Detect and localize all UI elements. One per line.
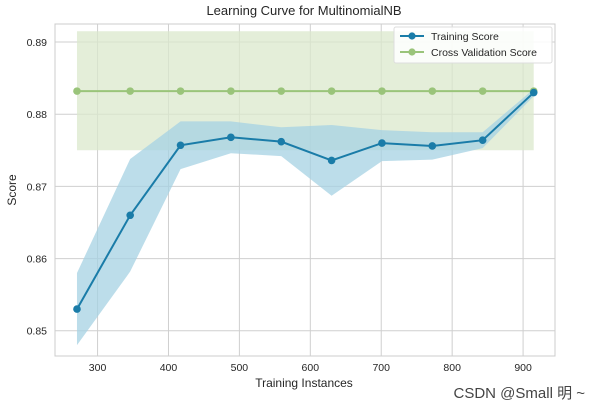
legend: Training Score Cross Validation Score	[393, 26, 553, 64]
cv-point	[378, 87, 386, 95]
training-point	[277, 137, 286, 146]
band-training	[76, 88, 534, 346]
y-tick-label: 0.85	[27, 326, 48, 338]
training-point	[227, 133, 235, 142]
series-lines	[76, 90, 535, 310]
x-tick-label: 600	[302, 362, 320, 374]
training-point	[176, 141, 185, 150]
legend-label-cv: Cross Validation Score	[431, 47, 537, 59]
training-point	[126, 211, 134, 220]
x-axis-ticks: 300 400 500 600 700 800 900	[89, 362, 532, 374]
cv-point	[478, 87, 487, 95]
x-tick-label: 300	[89, 362, 107, 374]
training-point	[428, 142, 437, 150]
cv-point	[73, 87, 81, 95]
training-point	[478, 136, 487, 144]
y-axis-label: Score	[5, 174, 19, 206]
training-point	[529, 88, 538, 97]
cv-point	[126, 87, 134, 95]
x-tick-label: 800	[443, 362, 461, 374]
y-tick-label: 0.88	[27, 109, 48, 121]
y-tick-label: 0.87	[27, 181, 48, 193]
legend-label-training: Training Score	[431, 31, 499, 43]
legend-box	[393, 26, 553, 64]
cv-point	[277, 87, 286, 95]
legend-marker-cv	[408, 48, 416, 56]
x-tick-label: 900	[514, 362, 532, 374]
watermark: CSDN @Small 明 ~	[454, 385, 586, 402]
x-axis-label: Training Instances	[255, 376, 353, 390]
line-training	[76, 91, 535, 310]
chart-title: Learning Curve for MultinomialNB	[206, 3, 401, 18]
x-tick-label: 500	[231, 362, 249, 374]
legend-marker-training	[408, 32, 416, 40]
series-points	[73, 87, 538, 313]
x-tick-label: 400	[160, 362, 178, 374]
y-tick-label: 0.86	[27, 254, 48, 266]
training-point	[378, 139, 386, 147]
y-tick-label: 0.89	[27, 37, 48, 49]
training-point	[327, 156, 336, 165]
cv-point	[227, 87, 235, 95]
y-axis-ticks: 0.85 0.86 0.87 0.88 0.89	[27, 37, 48, 338]
cv-point	[327, 87, 336, 95]
x-tick-label: 700	[372, 362, 390, 374]
cv-point	[428, 87, 437, 95]
training-point	[73, 305, 81, 313]
cv-point	[176, 87, 185, 95]
